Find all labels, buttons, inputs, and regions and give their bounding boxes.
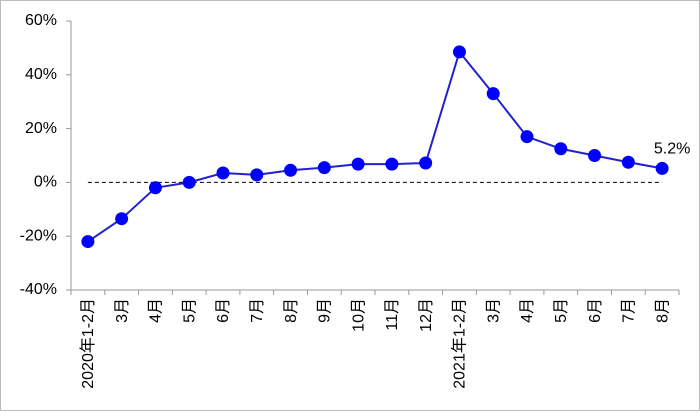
y-tick-label: 40% bbox=[25, 66, 57, 83]
x-tick-label: 7月 bbox=[249, 298, 266, 323]
marker bbox=[588, 149, 602, 162]
marker bbox=[452, 45, 466, 59]
marker bbox=[621, 155, 635, 169]
x-tick-label: 12月 bbox=[418, 298, 435, 332]
marker bbox=[520, 130, 534, 144]
x-tick-label: 4月 bbox=[519, 298, 536, 323]
marker bbox=[655, 161, 669, 175]
x-tick-label: 5月 bbox=[553, 298, 570, 323]
x-tick-label: 10月 bbox=[350, 298, 367, 332]
marker bbox=[284, 163, 298, 177]
y-tick-label: 0% bbox=[34, 174, 57, 191]
marker bbox=[317, 161, 331, 175]
marker bbox=[351, 157, 365, 171]
x-tick-label: 9月 bbox=[317, 298, 334, 323]
x-tick-label: 2020年1-2月 bbox=[79, 298, 97, 389]
y-tick-label: 60% bbox=[25, 12, 57, 29]
y-tick-label: -40% bbox=[20, 281, 57, 298]
x-tick-label: 5月 bbox=[181, 298, 198, 323]
x-tick-label: 8月 bbox=[654, 298, 671, 323]
marker bbox=[182, 175, 196, 189]
x-tick-label: 6月 bbox=[215, 298, 232, 323]
marker bbox=[148, 181, 162, 195]
y-tick-label: -20% bbox=[20, 227, 57, 244]
marker bbox=[81, 235, 95, 249]
x-tick-label: 6月 bbox=[587, 298, 604, 323]
x-tick-label: 3月 bbox=[485, 298, 502, 323]
x-tick-label: 4月 bbox=[148, 298, 165, 323]
marker bbox=[554, 142, 568, 156]
marker bbox=[250, 168, 264, 182]
marker bbox=[486, 87, 500, 101]
x-tick-label: 7月 bbox=[621, 298, 638, 323]
marker bbox=[419, 156, 433, 170]
y-tick-label: 20% bbox=[25, 120, 57, 137]
x-tick-label: 11月 bbox=[384, 298, 401, 331]
marker bbox=[115, 212, 129, 226]
x-tick-label: 8月 bbox=[283, 298, 300, 323]
data-label: 5.2% bbox=[654, 141, 690, 158]
marker bbox=[216, 166, 230, 180]
x-tick-label: 2021年1-2月 bbox=[451, 298, 469, 389]
marker bbox=[385, 157, 399, 171]
x-tick-label: 3月 bbox=[114, 298, 131, 323]
